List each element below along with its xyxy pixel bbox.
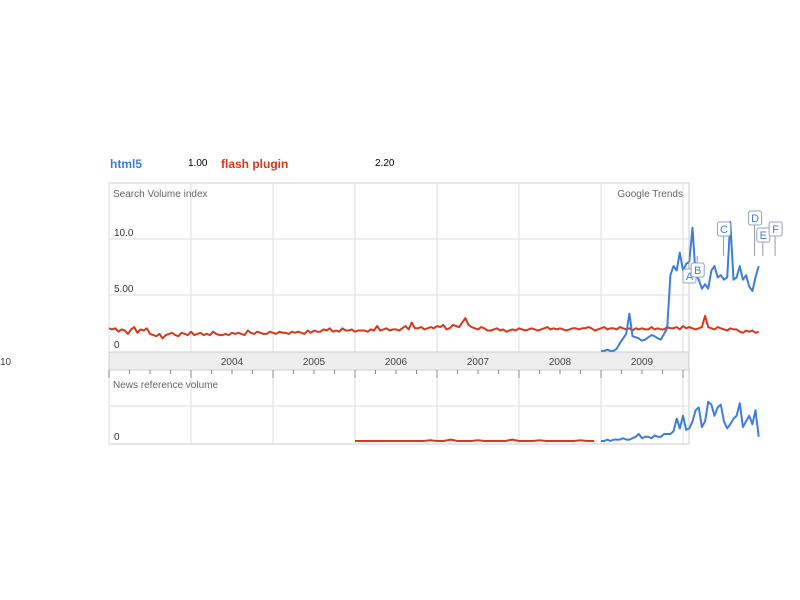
year-label-2006: 2006 (385, 357, 408, 368)
chart-frame (108, 182, 690, 445)
year-label-2007: 2007 (467, 357, 490, 368)
legend-term-html5[interactable]: html5 (110, 157, 143, 171)
annotation-label-C: C (720, 224, 728, 236)
news-title: News reference volume (113, 380, 218, 391)
annotation-flag-D (748, 210, 763, 226)
year-label-2004: 2004 (221, 357, 244, 368)
chart-watermark: Google Trends (617, 189, 683, 200)
year-label-2010: 2010 (0, 357, 12, 368)
news-line-flash-plugin (355, 438, 595, 442)
series-line-html5 (601, 221, 760, 352)
legend-average-flash-plugin: 2.20 (375, 158, 395, 169)
ytick-label-0: 0 (114, 340, 120, 351)
ytick-label-2: 10.0 (114, 228, 134, 239)
annotation-label-F: F (772, 224, 779, 236)
series-line-flash-plugin (108, 314, 760, 340)
news-line-html5 (601, 400, 760, 442)
year-label-2008: 2008 (549, 357, 572, 368)
news-ytick-label: 0 (114, 432, 120, 443)
annotation-flag-C (716, 221, 731, 237)
year-label-2005: 2005 (303, 357, 326, 368)
annotation-label-E: E (760, 230, 767, 242)
annotation-flag-B (690, 262, 705, 278)
year-band (108, 351, 690, 371)
annotation-flag-F (768, 221, 783, 237)
year-label-2009: 2009 (631, 357, 654, 368)
annotation-label-B: B (694, 265, 701, 277)
annotation-label-A: A (686, 271, 694, 283)
legend: html5 1.00 flash plugin 2.20 (110, 157, 510, 171)
ytick-label-1: 5.00 (114, 284, 134, 295)
legend-term-flash-plugin[interactable]: flash plugin (221, 157, 289, 171)
legend-average-html5: 1.00 (188, 158, 208, 169)
chart-title: Search Volume index (113, 189, 208, 200)
annotation-label-D: D (751, 213, 759, 225)
